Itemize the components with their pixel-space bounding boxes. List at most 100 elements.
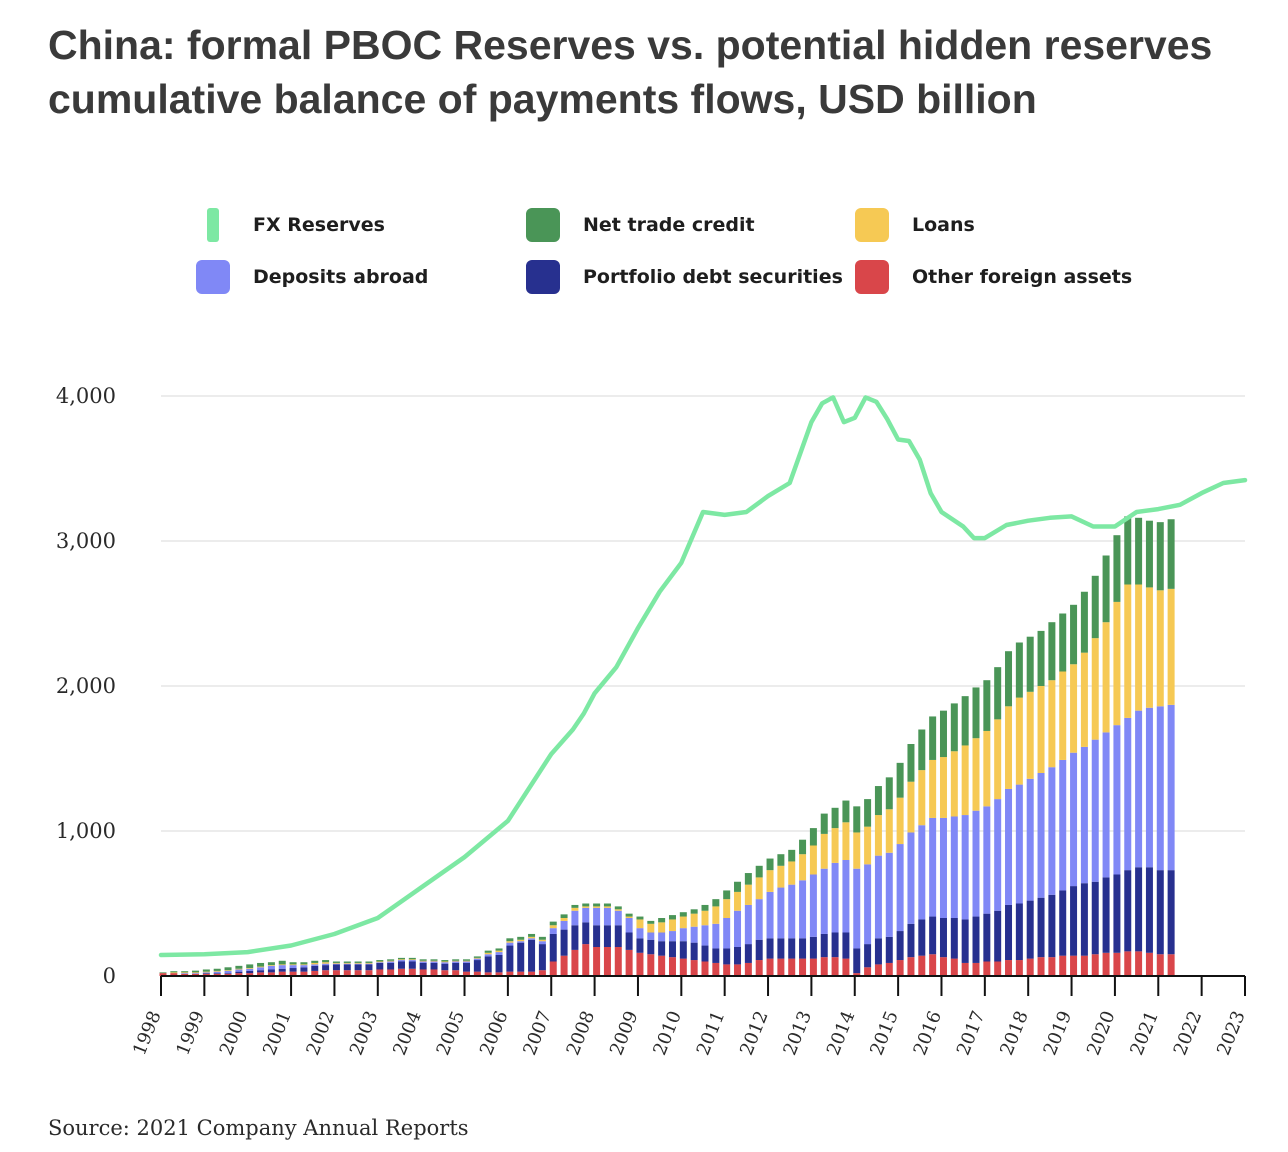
bar-segment (202, 972, 210, 974)
bar-segment (181, 972, 189, 974)
bar-segment (983, 913, 991, 962)
bar-segment (939, 957, 947, 976)
bar-segment (1037, 773, 1045, 898)
bar-segment (907, 957, 915, 976)
bar-segment (1102, 952, 1110, 976)
bar-segment (463, 959, 471, 961)
bar-segment (560, 914, 568, 918)
bar-segment (528, 939, 536, 972)
bar-segment (484, 954, 492, 957)
bar-segment (408, 960, 416, 962)
bar-segment (517, 936, 525, 940)
bar-segment (408, 968, 416, 976)
bar-segment (593, 907, 601, 926)
bar-segment (387, 969, 395, 976)
bar-segment (679, 928, 687, 942)
bar-segment (1026, 778, 1034, 901)
bar-segment (267, 969, 275, 973)
bar-segment (1167, 704, 1175, 871)
bar-segment (560, 918, 568, 921)
bar-segment (376, 960, 384, 962)
bar-segment (289, 968, 297, 972)
bar-segment (885, 777, 893, 810)
bar-segment (799, 938, 807, 959)
bar-segment (593, 906, 601, 908)
bar-segment (1059, 955, 1067, 976)
bar-segment (441, 961, 449, 963)
bar-segment (419, 959, 427, 961)
bar-segment (300, 967, 308, 972)
bar-segment (1059, 671, 1067, 760)
bar-segment (1026, 900, 1034, 959)
bar-segment (235, 973, 243, 976)
bar-segment (1113, 874, 1121, 953)
bar-segment (1145, 707, 1153, 868)
bar-segment (864, 967, 872, 976)
bar-segment (473, 971, 481, 976)
bar-segment (441, 962, 449, 964)
bar-segment (799, 958, 807, 976)
bar-segment (961, 962, 969, 976)
bar-segment (929, 759, 937, 818)
bar-segment (1135, 710, 1143, 868)
bar-segment (939, 710, 947, 758)
bar-segment (896, 931, 904, 961)
bar-segment (939, 817, 947, 918)
bar-segment (853, 868, 861, 949)
bar-segment (603, 903, 611, 907)
bar-segment (1124, 717, 1132, 871)
bar-segment (864, 799, 872, 827)
bar-segment (1048, 680, 1056, 768)
bar-segment (582, 944, 590, 976)
bar-segment (354, 964, 362, 971)
bar-segment (950, 703, 958, 752)
bar-segment (994, 667, 1002, 720)
bar-segment (972, 962, 980, 976)
bar-segment (419, 962, 427, 970)
bar-segment (289, 964, 297, 966)
bar-segment (192, 970, 200, 973)
bar-segment (723, 890, 731, 900)
x-tick-label: 2011 (693, 1008, 730, 1058)
x-tick-label: 2010 (649, 1008, 686, 1058)
bar-segment (1145, 867, 1153, 953)
bar-segment (311, 960, 319, 963)
bar-segment (1156, 522, 1164, 591)
bar-segment (213, 971, 221, 974)
bar-segment (343, 963, 351, 965)
bar-segment (1124, 584, 1132, 718)
bar-segment (799, 854, 807, 881)
x-tick-label: 1998 (129, 1008, 166, 1058)
bar-segment (647, 920, 655, 924)
bar-segment (300, 971, 308, 976)
bar-segment (560, 955, 568, 976)
bar-segment (614, 909, 622, 911)
bar-segment (365, 961, 373, 963)
bar-segment (257, 962, 265, 967)
bar-segment (235, 971, 243, 974)
bar-segment (1080, 652, 1088, 747)
bar-segment (734, 891, 742, 911)
bar-segment (181, 971, 189, 973)
bar-segment (387, 960, 395, 962)
bar-segment (755, 960, 763, 976)
bar-segment (506, 971, 514, 976)
bar-segment (528, 971, 536, 976)
bar-segment (755, 877, 763, 900)
bar-segment (354, 970, 362, 976)
bar-segment (528, 936, 536, 939)
bar-segment (939, 757, 947, 818)
bar-segment (1091, 739, 1099, 882)
bar-segment (950, 958, 958, 976)
bar-segment (246, 968, 254, 969)
bar-segment (441, 960, 449, 962)
bar-segment (365, 963, 373, 965)
bar-segment (972, 738, 980, 811)
bar-segment (972, 916, 980, 963)
bar-segment (528, 938, 536, 940)
bar-segment (647, 954, 655, 976)
bar-segment (387, 959, 395, 961)
bar-segment (712, 948, 720, 963)
bar-segment (820, 933, 828, 958)
bar-segment (1167, 954, 1175, 976)
